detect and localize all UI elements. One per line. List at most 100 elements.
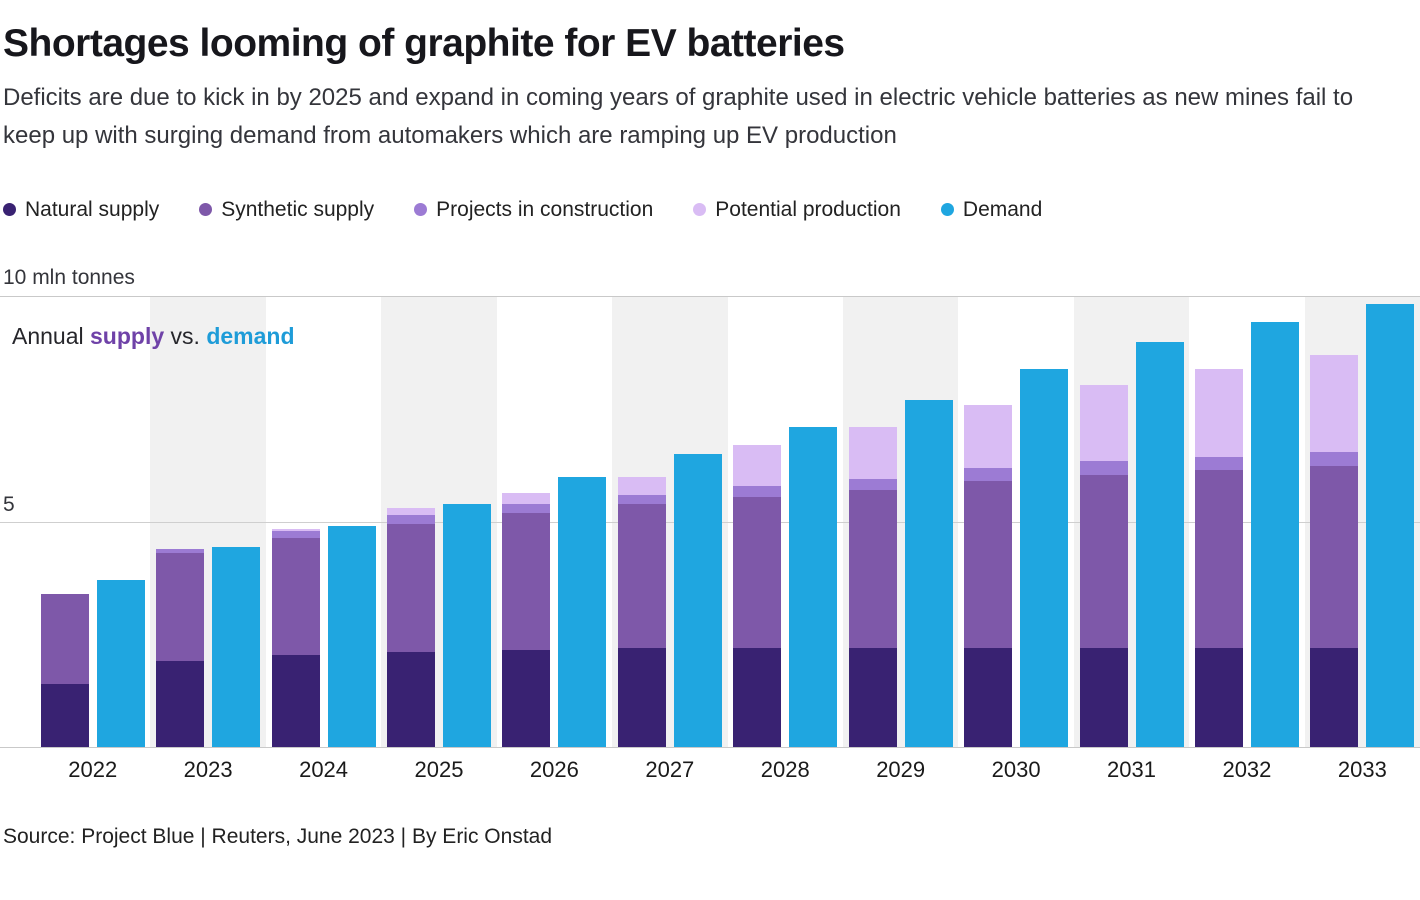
projects-in-construction-segment	[156, 548, 205, 554]
natural-supply-segment	[1310, 647, 1359, 747]
demand-bar-2032	[1250, 321, 1299, 747]
synthetic-supply-segment	[964, 481, 1013, 648]
legend-label: Demand	[962, 197, 1043, 221]
potential-production-legend-dot-icon	[693, 203, 707, 217]
synthetic-supply-segment	[40, 593, 89, 684]
demand-bar-2033	[1366, 303, 1415, 747]
projects-in-construction-segment	[964, 467, 1013, 482]
year-group-2031	[1073, 296, 1190, 747]
demand-bar-2031	[1135, 341, 1184, 747]
synthetic-supply-legend-dot-icon	[199, 203, 213, 217]
synthetic-supply-segment	[1310, 465, 1359, 648]
demand-bar-2030	[1020, 368, 1069, 747]
natural-supply-segment	[502, 650, 551, 747]
x-label-2029: 2029	[876, 756, 926, 782]
x-label-2026: 2026	[529, 756, 579, 782]
supply-bar-2028	[733, 297, 782, 747]
potential-production-segment	[964, 404, 1013, 468]
natural-supply-segment	[617, 647, 666, 747]
year-group-2029	[842, 296, 959, 747]
potential-production-segment	[617, 476, 666, 495]
chart-subtitle: Deficits are due to kick in by 2025 and …	[3, 84, 1354, 150]
year-group-2027	[612, 296, 728, 747]
x-label-2024: 2024	[299, 756, 349, 782]
natural-supply-segment	[271, 654, 320, 747]
synthetic-supply-segment	[156, 553, 205, 662]
potential-production-segment	[1079, 384, 1128, 462]
supply-bar-2024	[271, 297, 320, 747]
plot-area: 5 Annual supply vs. demand	[0, 295, 1420, 748]
projects-in-construction-segment	[502, 503, 551, 513]
projects-in-construction-segment	[1310, 452, 1359, 466]
legend-label: Synthetic supply	[221, 197, 375, 221]
demand-bar-2023	[212, 546, 261, 747]
source-note: Source: Project Blue | Reuters, June 202…	[3, 824, 553, 848]
x-label-2028: 2028	[760, 756, 810, 782]
legend: Natural supply Synthetic supply Projects i…	[3, 198, 1420, 222]
supply-bar-2031	[1079, 297, 1128, 747]
legend-item-potential-production: Potential production	[693, 198, 901, 222]
synthetic-supply-segment	[271, 537, 320, 655]
demand-bar-2029	[904, 400, 953, 747]
natural-supply-segment	[733, 647, 782, 747]
potential-production-segment	[848, 427, 897, 480]
legend-item-demand: Demand	[940, 197, 1043, 222]
demand-bar-2028	[789, 427, 838, 747]
synthetic-supply-segment	[386, 524, 435, 653]
legend-label: Projects in construction	[436, 197, 654, 221]
natural-supply-segment	[964, 647, 1013, 747]
year-group-2026	[497, 297, 612, 747]
annotation-prefix: Annual	[12, 322, 91, 349]
potential-production-segment	[733, 445, 782, 486]
projects-in-construction-segment	[386, 515, 435, 525]
demand-legend-dot-icon	[940, 203, 954, 217]
year-group-2030	[958, 297, 1073, 747]
projects-in-construction-segment	[617, 494, 666, 504]
natural-supply-segment	[1194, 647, 1243, 747]
legend-item-synthetic-supply: Synthetic supply	[199, 198, 374, 222]
annotation-supply: supply	[90, 322, 165, 349]
demand-bar-2024	[327, 526, 376, 747]
legend-item-natural-supply: Natural supply	[3, 198, 159, 222]
legend-label: Potential production	[715, 197, 901, 221]
natural-supply-segment	[386, 652, 435, 747]
demand-bar-2026	[558, 476, 607, 747]
chart-title: Shortages looming of graphite for EV bat…	[3, 22, 845, 65]
natural-supply-legend-dot-icon	[3, 203, 16, 217]
potential-production-segment	[271, 528, 320, 531]
x-label-2031: 2031	[1107, 756, 1156, 782]
synthetic-supply-segment	[848, 490, 897, 648]
legend-item-projects-in-construction: Projects in construction	[414, 198, 653, 222]
y-axis-unit-label: 10 mln tonnes	[3, 265, 135, 289]
supply-bar-2027	[617, 297, 666, 747]
x-label-2032: 2032	[1222, 756, 1272, 782]
natural-supply-segment	[848, 647, 897, 747]
year-group-2024	[266, 297, 381, 747]
x-axis-labels: 2022 2023 2024 2025 2026 2027 2028 2029 2030 2031…	[0, 757, 1420, 783]
supply-bar-2023	[156, 297, 205, 747]
annotation-demand: demand	[206, 322, 295, 349]
natural-supply-segment	[156, 661, 205, 747]
supply-bar-2029	[848, 297, 897, 747]
projects-in-construction-segment	[733, 485, 782, 498]
x-label-2022: 2022	[68, 756, 118, 782]
potential-production-segment	[1310, 355, 1359, 453]
supply-bar-2033	[1310, 297, 1359, 747]
demand-bar-2027	[673, 454, 722, 747]
projects-in-construction-legend-dot-icon	[414, 203, 428, 217]
demand-bar-2022	[96, 580, 145, 747]
projects-in-construction-segment	[271, 530, 320, 538]
synthetic-supply-segment	[617, 503, 666, 648]
x-label-2033: 2033	[1337, 756, 1387, 782]
projects-in-construction-segment	[1194, 456, 1243, 471]
x-label-2027: 2027	[645, 756, 695, 782]
supply-bar-2030	[964, 297, 1013, 747]
supply-bar-2026	[502, 297, 551, 747]
x-label-2023: 2023	[183, 756, 233, 782]
natural-supply-segment	[1079, 647, 1128, 747]
year-group-2028	[728, 297, 843, 747]
annotation-vs: vs.	[164, 322, 207, 349]
projects-in-construction-segment	[1079, 461, 1128, 475]
legend-label: Natural supply	[25, 197, 160, 221]
